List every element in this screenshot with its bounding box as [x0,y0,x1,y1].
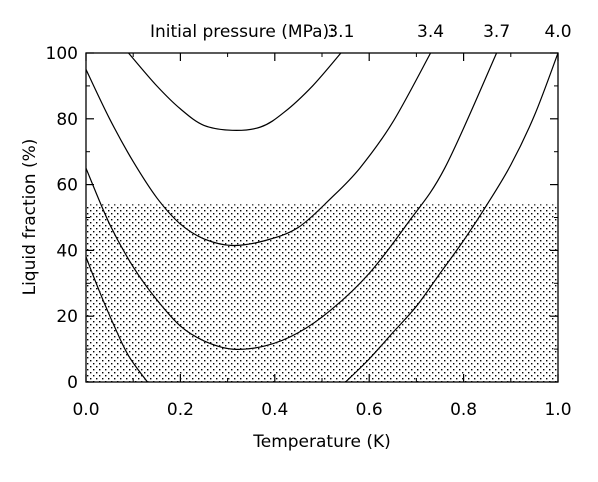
series-line-3-4 [86,53,432,247]
x-tick-label: 0.0 [72,400,99,420]
legend-label-4-0: 4.0 [544,22,571,42]
y-tick-label: 100 [46,44,78,64]
legend-label-3-7: 3.7 [483,22,510,42]
x-tick-label: 0.8 [450,400,477,420]
shaded-region [86,204,558,382]
x-tick-label: 0.4 [261,400,288,420]
y-tick-label: 20 [56,307,78,327]
legend-label-3-1: 3.1 [327,22,354,42]
x-tick-label: 1.0 [544,400,571,420]
y-tick-label: 80 [56,110,78,130]
series-layer [86,53,558,382]
y-tick-label: 60 [56,176,78,196]
legend-layer: 3.1 3.4 3.7 4.0 [327,22,571,42]
series-line-4-0-part-2 [345,53,558,382]
series-line-3-7 [86,53,498,350]
series-line-3-1 [128,53,342,131]
legend-title: Initial pressure (MPa): [150,22,335,42]
series-line-4-0-part-1 [86,256,148,382]
y-tick-label: 40 [56,241,78,261]
x-axis-title: Temperature (K) [252,432,391,452]
ticks-layer: 0.0 0.2 0.4 0.6 0.8 1.0 0 20 40 60 80 100 [46,44,572,420]
y-axis-title: Liquid fraction (%) [20,139,40,296]
x-tick-label: 0.2 [167,400,194,420]
y-tick-label: 0 [67,373,78,393]
legend-label-3-4: 3.4 [417,22,444,42]
x-tick-label: 0.6 [356,400,383,420]
